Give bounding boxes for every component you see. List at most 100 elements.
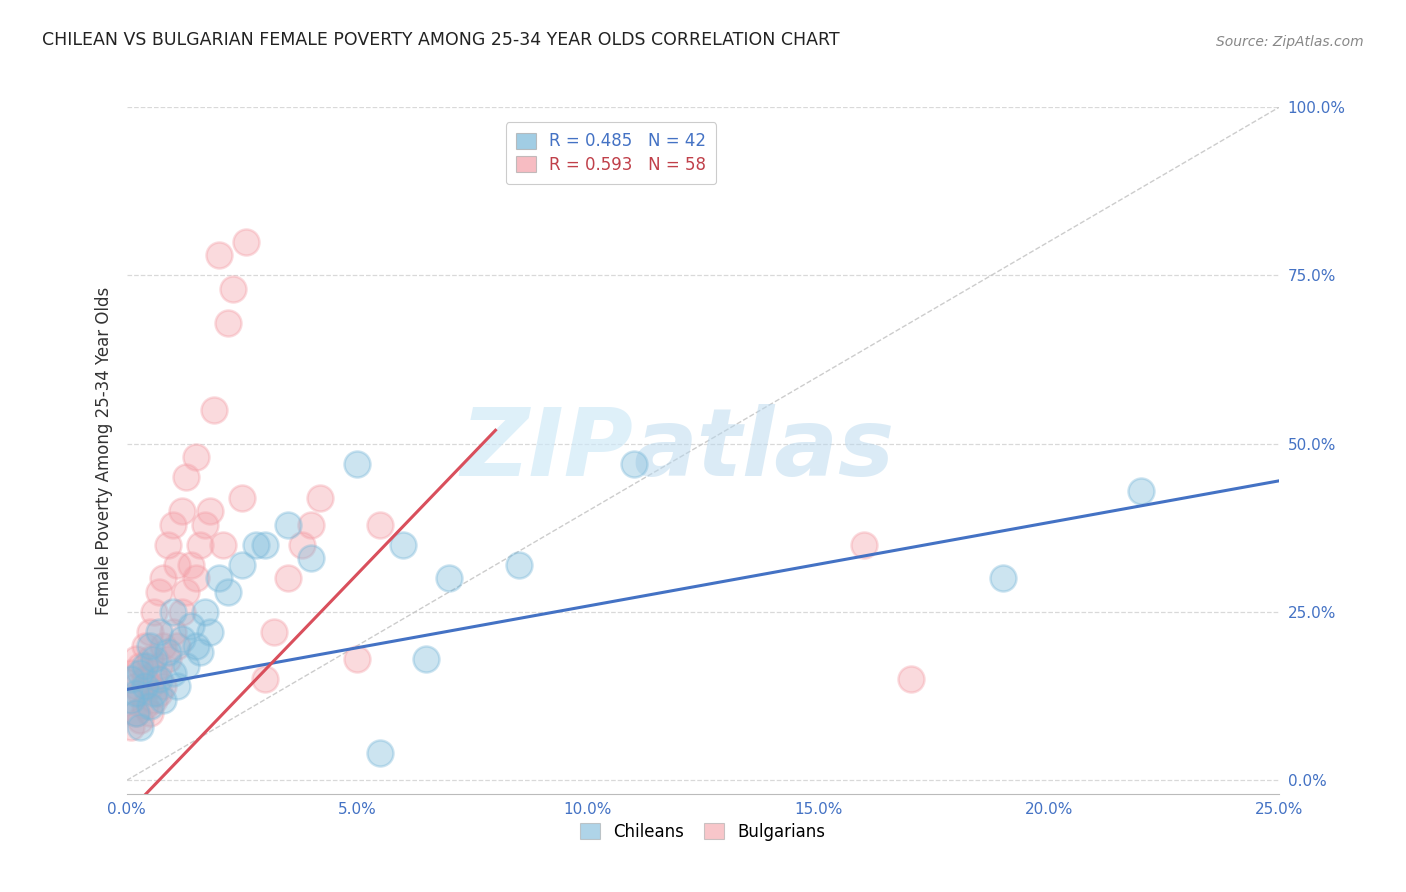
Point <box>277 571 299 585</box>
Point <box>170 605 193 619</box>
Point <box>184 450 207 465</box>
Point <box>439 571 461 585</box>
Point <box>143 665 166 680</box>
Point <box>392 538 415 552</box>
Point <box>176 659 198 673</box>
Point <box>346 652 368 666</box>
Point <box>245 538 267 552</box>
Point <box>299 551 322 566</box>
Text: CHILEAN VS BULGARIAN FEMALE POVERTY AMONG 25-34 YEAR OLDS CORRELATION CHART: CHILEAN VS BULGARIAN FEMALE POVERTY AMON… <box>42 31 839 49</box>
Point <box>176 470 198 484</box>
Point <box>120 673 142 687</box>
Point <box>162 625 184 640</box>
Point <box>152 571 174 585</box>
Text: Source: ZipAtlas.com: Source: ZipAtlas.com <box>1216 35 1364 49</box>
Point <box>148 659 170 673</box>
Point <box>180 558 202 572</box>
Point <box>184 571 207 585</box>
Point <box>217 316 239 330</box>
Point <box>143 686 166 700</box>
Point <box>217 585 239 599</box>
Point <box>900 673 922 687</box>
Point <box>129 686 152 700</box>
Point <box>162 517 184 532</box>
Point <box>143 652 166 666</box>
Point <box>138 625 160 640</box>
Text: atlas: atlas <box>634 404 896 497</box>
Point <box>991 571 1014 585</box>
Point <box>194 605 217 619</box>
Point <box>125 652 148 666</box>
Point <box>143 605 166 619</box>
Point <box>129 665 152 680</box>
Point <box>166 639 188 653</box>
Point <box>138 679 160 693</box>
Legend: Chileans, Bulgarians: Chileans, Bulgarians <box>574 816 832 847</box>
Point <box>157 538 180 552</box>
Point <box>125 686 148 700</box>
Point <box>176 585 198 599</box>
Point <box>299 517 322 532</box>
Point <box>853 538 876 552</box>
Point <box>120 665 142 680</box>
Point <box>120 692 142 706</box>
Point <box>138 699 160 714</box>
Point <box>129 659 152 673</box>
Point <box>125 706 148 720</box>
Point <box>120 692 142 706</box>
Point <box>157 645 180 659</box>
Point <box>162 665 184 680</box>
Point <box>277 517 299 532</box>
Point <box>1130 483 1153 498</box>
Point <box>170 632 193 646</box>
Point <box>368 517 391 532</box>
Point <box>166 558 188 572</box>
Point <box>152 679 174 693</box>
Point <box>134 679 156 693</box>
Point <box>134 639 156 653</box>
Point <box>263 625 285 640</box>
Point <box>152 692 174 706</box>
Point <box>125 679 148 693</box>
Point <box>198 625 221 640</box>
Point <box>212 538 235 552</box>
Point <box>202 403 225 417</box>
Point <box>148 625 170 640</box>
Text: ZIP: ZIP <box>461 404 634 497</box>
Point <box>134 659 156 673</box>
Point <box>143 692 166 706</box>
Point <box>134 673 156 687</box>
Point <box>120 720 142 734</box>
Point <box>157 652 180 666</box>
Point <box>138 706 160 720</box>
Point <box>125 706 148 720</box>
Point <box>188 645 211 659</box>
Point <box>138 652 160 666</box>
Point <box>623 457 645 471</box>
Point <box>148 673 170 687</box>
Point <box>170 504 193 518</box>
Point <box>221 282 243 296</box>
Point <box>184 639 207 653</box>
Point <box>148 686 170 700</box>
Point <box>231 558 253 572</box>
Point <box>208 571 231 585</box>
Point <box>129 713 152 727</box>
Point <box>138 639 160 653</box>
Point <box>129 720 152 734</box>
Point <box>253 538 276 552</box>
Point <box>180 618 202 632</box>
Point <box>235 235 257 249</box>
Point <box>346 457 368 471</box>
Point <box>309 491 332 505</box>
Point <box>291 538 314 552</box>
Point <box>231 491 253 505</box>
Point <box>198 504 221 518</box>
Point <box>166 679 188 693</box>
Point <box>368 747 391 761</box>
Point <box>162 605 184 619</box>
Point <box>415 652 437 666</box>
Y-axis label: Female Poverty Among 25-34 Year Olds: Female Poverty Among 25-34 Year Olds <box>94 286 112 615</box>
Point <box>253 673 276 687</box>
Point <box>148 585 170 599</box>
